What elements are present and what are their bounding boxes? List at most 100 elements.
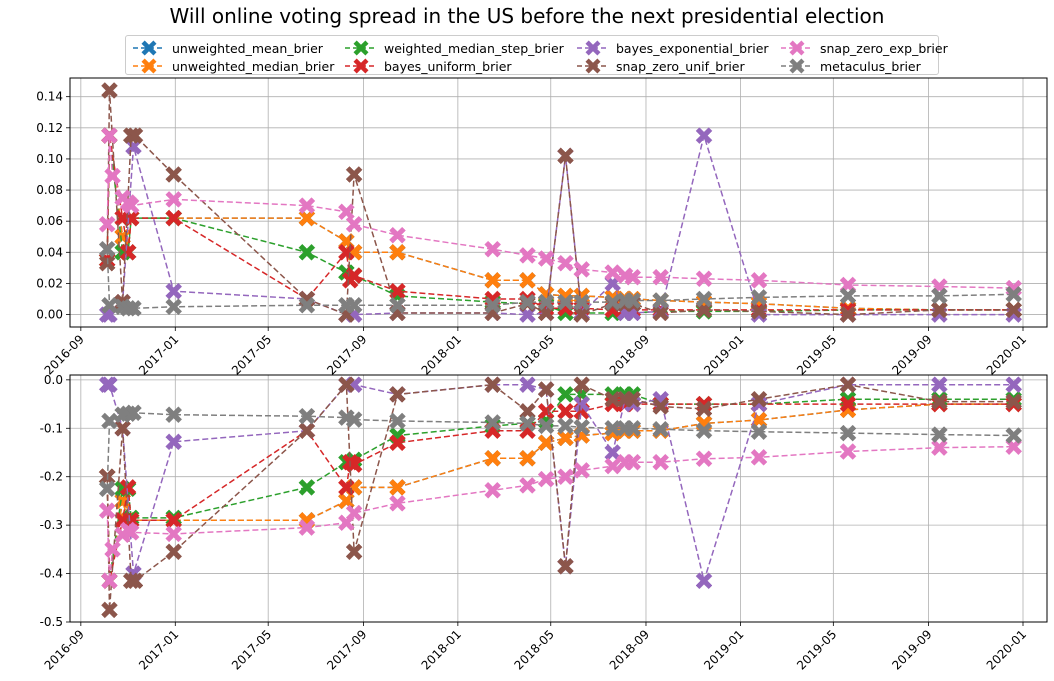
data-point-marker: [652, 420, 670, 438]
data-point-marker: [389, 386, 406, 403]
x-tick-label: 2018-01: [419, 332, 464, 377]
data-point-marker: [750, 423, 768, 441]
legend-item: snap_zero_unif_brier: [576, 57, 745, 75]
legend-item: weighted_median_step_brier: [344, 39, 564, 57]
data-point-marker: [931, 287, 948, 305]
data-point-marker: [750, 390, 768, 408]
x-tick-label: 2017-09: [324, 332, 369, 377]
y-tick-label: 0.14: [36, 90, 63, 104]
data-point-marker: [98, 240, 116, 258]
data-point-marker: [101, 296, 118, 314]
data-point-marker: [652, 268, 670, 286]
legend-swatch-icon: [133, 40, 165, 56]
y-tick-label: 0.06: [36, 214, 63, 228]
data-point-marker: [573, 293, 591, 311]
series-snap-zero-exp-brier: [98, 438, 1023, 590]
x-tick-label: 2016-09: [42, 627, 87, 672]
data-point-marker: [537, 417, 555, 435]
y-tick-label: 0.0: [44, 373, 63, 387]
x-tick-label: 2019-01: [701, 332, 746, 377]
data-point-marker: [519, 247, 536, 264]
y-tick-label: 0.00: [36, 308, 63, 322]
data-point-marker: [165, 191, 183, 208]
y-tick-label: 0.04: [36, 245, 63, 259]
data-point-marker: [484, 376, 502, 394]
data-point-marker: [122, 127, 140, 144]
data-point-marker: [519, 477, 536, 494]
data-point-marker: [695, 127, 713, 144]
x-tick-label: 2019-09: [889, 627, 934, 672]
axes-frame: [69, 77, 1048, 328]
data-point-marker: [298, 519, 316, 536]
data-point-marker: [101, 601, 118, 619]
data-point-marker: [389, 296, 406, 314]
data-point-marker: [695, 400, 713, 418]
data-point-marker: [573, 261, 591, 278]
legend: unweighted_mean_brier unweighted_median_b…: [125, 35, 948, 75]
data-point-marker: [750, 289, 768, 306]
y-tick-label: -0.1: [40, 421, 63, 435]
data-point-marker: [519, 293, 536, 311]
legend-item: bayes_uniform_brier: [344, 57, 512, 75]
data-point-marker: [165, 298, 183, 316]
data-point-marker: [931, 426, 948, 443]
data-point-marker: [537, 402, 555, 420]
panel-top: 0.00 0.02 0.04 0.06 0.08 0.10 0.12 0.14 2016-09 2…: [36, 77, 1048, 378]
data-point-marker: [573, 376, 591, 394]
legend-swatch-icon: [577, 40, 609, 56]
data-point-marker: [345, 296, 363, 314]
y-tick-label: -0.3: [40, 518, 63, 532]
y-tick-label: 0.10: [36, 152, 63, 166]
data-point-marker: [389, 412, 406, 430]
x-tick-label: 2018-05: [512, 332, 557, 377]
x-tick-label: 2017-01: [136, 627, 181, 672]
series-metaculus-brier: [98, 240, 1023, 317]
data-point-marker: [604, 293, 622, 311]
data-point-marker: [298, 479, 316, 496]
legend-label: snap_zero_unif_brier: [616, 58, 745, 74]
data-point-marker: [557, 557, 574, 575]
data-point-marker: [165, 525, 183, 543]
data-point-marker: [604, 419, 622, 437]
x-tick-label: 2019-01: [701, 627, 746, 672]
data-point-marker: [345, 215, 363, 233]
data-point-marker: [165, 543, 183, 561]
data-point-marker: [119, 479, 137, 496]
legend-label: metaculus_brier: [820, 58, 921, 74]
data-point-marker: [557, 386, 574, 403]
data-point-marker: [839, 287, 857, 305]
data-point-marker: [389, 494, 406, 512]
series-unweighted-median-brier: [98, 127, 1023, 319]
data-point-marker: [345, 166, 363, 183]
data-point-marker: [345, 267, 363, 284]
series-metaculus-brier: [98, 404, 1023, 498]
data-point-marker: [98, 480, 116, 498]
legend-swatch-icon: [577, 58, 609, 74]
legend-label: weighted_median_step_brier: [384, 40, 564, 56]
data-point-marker: [122, 524, 140, 541]
data-point-marker: [165, 282, 183, 300]
series-line: [106, 249, 1014, 310]
data-point-marker: [519, 449, 536, 467]
data-point-marker: [695, 290, 713, 308]
data-point-marker: [839, 443, 857, 460]
data-point-marker: [839, 395, 857, 413]
data-point-marker: [101, 82, 118, 99]
data-point-marker: [125, 299, 142, 317]
x-tick-label: 2020-01: [984, 332, 1029, 377]
legend-item: metaculus_brier: [780, 57, 921, 75]
y-tick-label: 0.12: [36, 121, 63, 135]
data-point-marker: [298, 296, 316, 314]
x-tick-label: 2017-09: [324, 627, 369, 672]
y-tick-label: 0.08: [36, 183, 63, 197]
x-tick-label: 2019-09: [889, 332, 934, 377]
legend-swatch-icon: [781, 40, 813, 56]
data-point-marker: [839, 306, 857, 323]
data-point-marker: [1005, 376, 1023, 394]
data-point-marker: [122, 197, 140, 214]
data-point-marker: [345, 504, 363, 522]
y-tick-label: -0.5: [40, 615, 63, 629]
data-point-marker: [624, 390, 642, 408]
y-tick-label: 0.02: [36, 276, 63, 290]
